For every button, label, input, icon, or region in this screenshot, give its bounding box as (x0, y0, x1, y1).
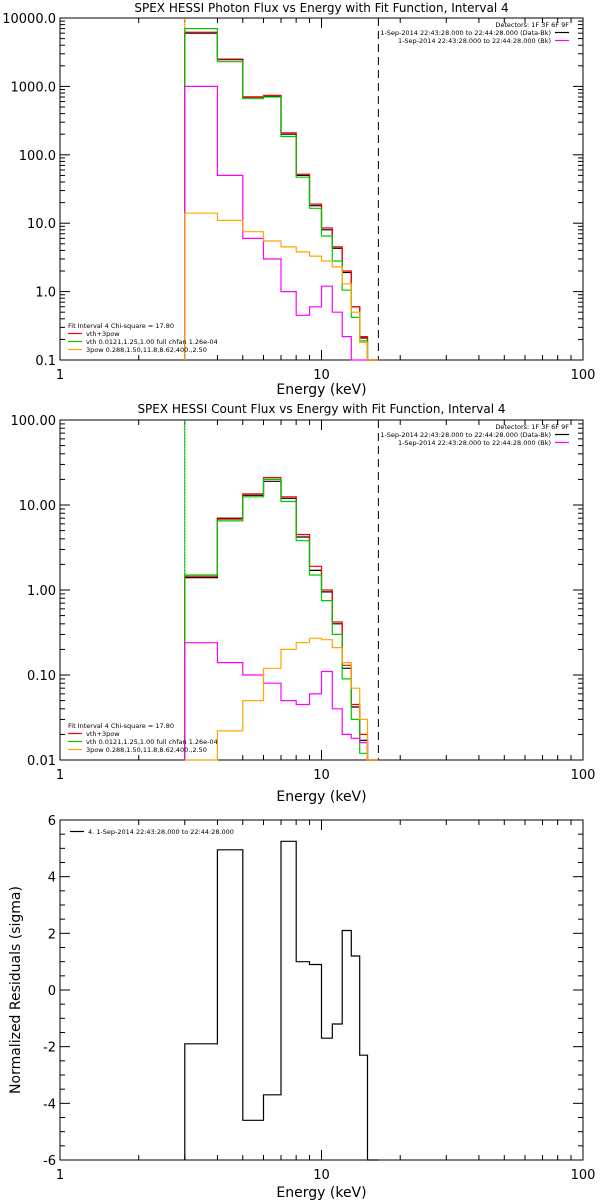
y-tick-label: 0.01 (27, 754, 56, 769)
y-tick-label: -2 (43, 1041, 56, 1056)
x-tick-label: 100 (571, 768, 596, 783)
chart-panel-2: SPEX HESSI Count Flux vs Energy with Fit… (11, 402, 596, 805)
y-tick-label: 100.0 (19, 149, 56, 164)
series-1-step-line (184, 480, 379, 761)
series-2-step-line (184, 31, 379, 361)
legend-entry-label: 1-Sep-2014 22:43:28.000 to 22:44:28.000 … (380, 29, 551, 37)
series-5-step-line (184, 637, 379, 761)
fit-legend-label: 3pow 0.288,1.50,11.8,8.62,400.,2.50 (86, 346, 207, 354)
x-axis-label: Energy (keV) (276, 382, 366, 398)
y-tick-label: 1000.0 (11, 80, 57, 95)
fit-legend-label: vth+3pow (86, 730, 120, 738)
x-tick-label: 100 (571, 1168, 596, 1183)
x-tick-label: 1 (56, 1168, 64, 1183)
x-tick-label: 1 (56, 768, 64, 783)
y-tick-label: -6 (43, 1154, 56, 1169)
fit-legend-label: vth 0.0121,1.25,1.00 full chfan 1.26e-04 (86, 738, 218, 746)
x-axis-label: Energy (keV) (276, 1185, 366, 1200)
series-4-step-line (184, 642, 379, 761)
y-tick-label: 6 (48, 814, 56, 829)
y-tick-label: 1.00 (27, 584, 56, 599)
chart-panel-1: SPEX HESSI Photon Flux vs Energy with Fi… (2, 1, 595, 398)
legend-title: Detectors: 1F 3F 6F 9F (495, 423, 569, 431)
series-3-step-line (184, 478, 379, 761)
series-3-step-line (184, 28, 379, 361)
series-5-step-line (184, 212, 379, 361)
series-2-step-line (184, 477, 379, 761)
series-1-step-line (184, 32, 379, 361)
fit-legend-title: Fit Interval 4 Chi-square = 17.80 (68, 722, 174, 730)
plot-frame (59, 17, 584, 361)
y-tick-label: 1.0 (35, 286, 56, 301)
legend-entry-label: 1-Sep-2014 22:43:28.000 to 22:44:28.000 … (398, 439, 551, 447)
y-axis-label: Normalized Residuals (sigma) (8, 886, 24, 1094)
y-tick-label: 100.00 (11, 414, 57, 429)
x-tick-label: 10 (313, 1168, 330, 1183)
chart-title: SPEX HESSI Photon Flux vs Energy with Fi… (134, 1, 508, 15)
residual-legend-label: 4. 1-Sep-2014 22:43:28.000 to 22:44:28.0… (88, 828, 234, 836)
fit-legend-title: Fit Interval 4 Chi-square = 17.80 (68, 322, 174, 330)
y-tick-label: 10000.0 (2, 12, 56, 27)
x-tick-label: 100 (571, 368, 596, 383)
y-tick-label: 0 (48, 984, 56, 999)
x-tick-label: 1 (56, 368, 64, 383)
y-tick-label: 4 (48, 871, 56, 886)
y-tick-label: -4 (43, 1097, 56, 1112)
y-tick-label: 2 (48, 927, 56, 942)
legend-entry-label: 1-Sep-2014 22:43:28.000 to 22:44:28.000 … (380, 431, 551, 439)
y-tick-label: 0.1 (35, 354, 56, 369)
chart-panel-3: 1 10 100 Energy (keV) -6 -4 -2 0 2 4 6 Normalized R… (8, 814, 596, 1201)
legend-title: Detectors: 1F 3F 6F 9F (495, 21, 569, 29)
y-tick-label: 10.0 (27, 217, 56, 232)
fit-legend-label: vth+3pow (86, 330, 120, 338)
legend-entry-label: 1-Sep-2014 22:43:28.000 to 22:44:28.000 … (398, 37, 551, 45)
series-4-step-line (184, 85, 379, 361)
y-tick-label: 0.10 (27, 669, 56, 684)
fit-legend-label: 3pow 0.288,1.50,11.8,8.62,400.,2.50 (86, 746, 207, 754)
fit-legend-label: vth 0.0121,1.25,1.00 full chfan 1.26e-04 (86, 338, 218, 346)
x-tick-label: 10 (313, 768, 330, 783)
chart-title: SPEX HESSI Count Flux vs Energy with Fit… (137, 402, 505, 416)
y-tick-label: 10.00 (19, 499, 56, 514)
x-tick-label: 10 (313, 368, 330, 383)
series-1-step-line (184, 840, 379, 1161)
x-axis-label: Energy (keV) (276, 789, 366, 805)
